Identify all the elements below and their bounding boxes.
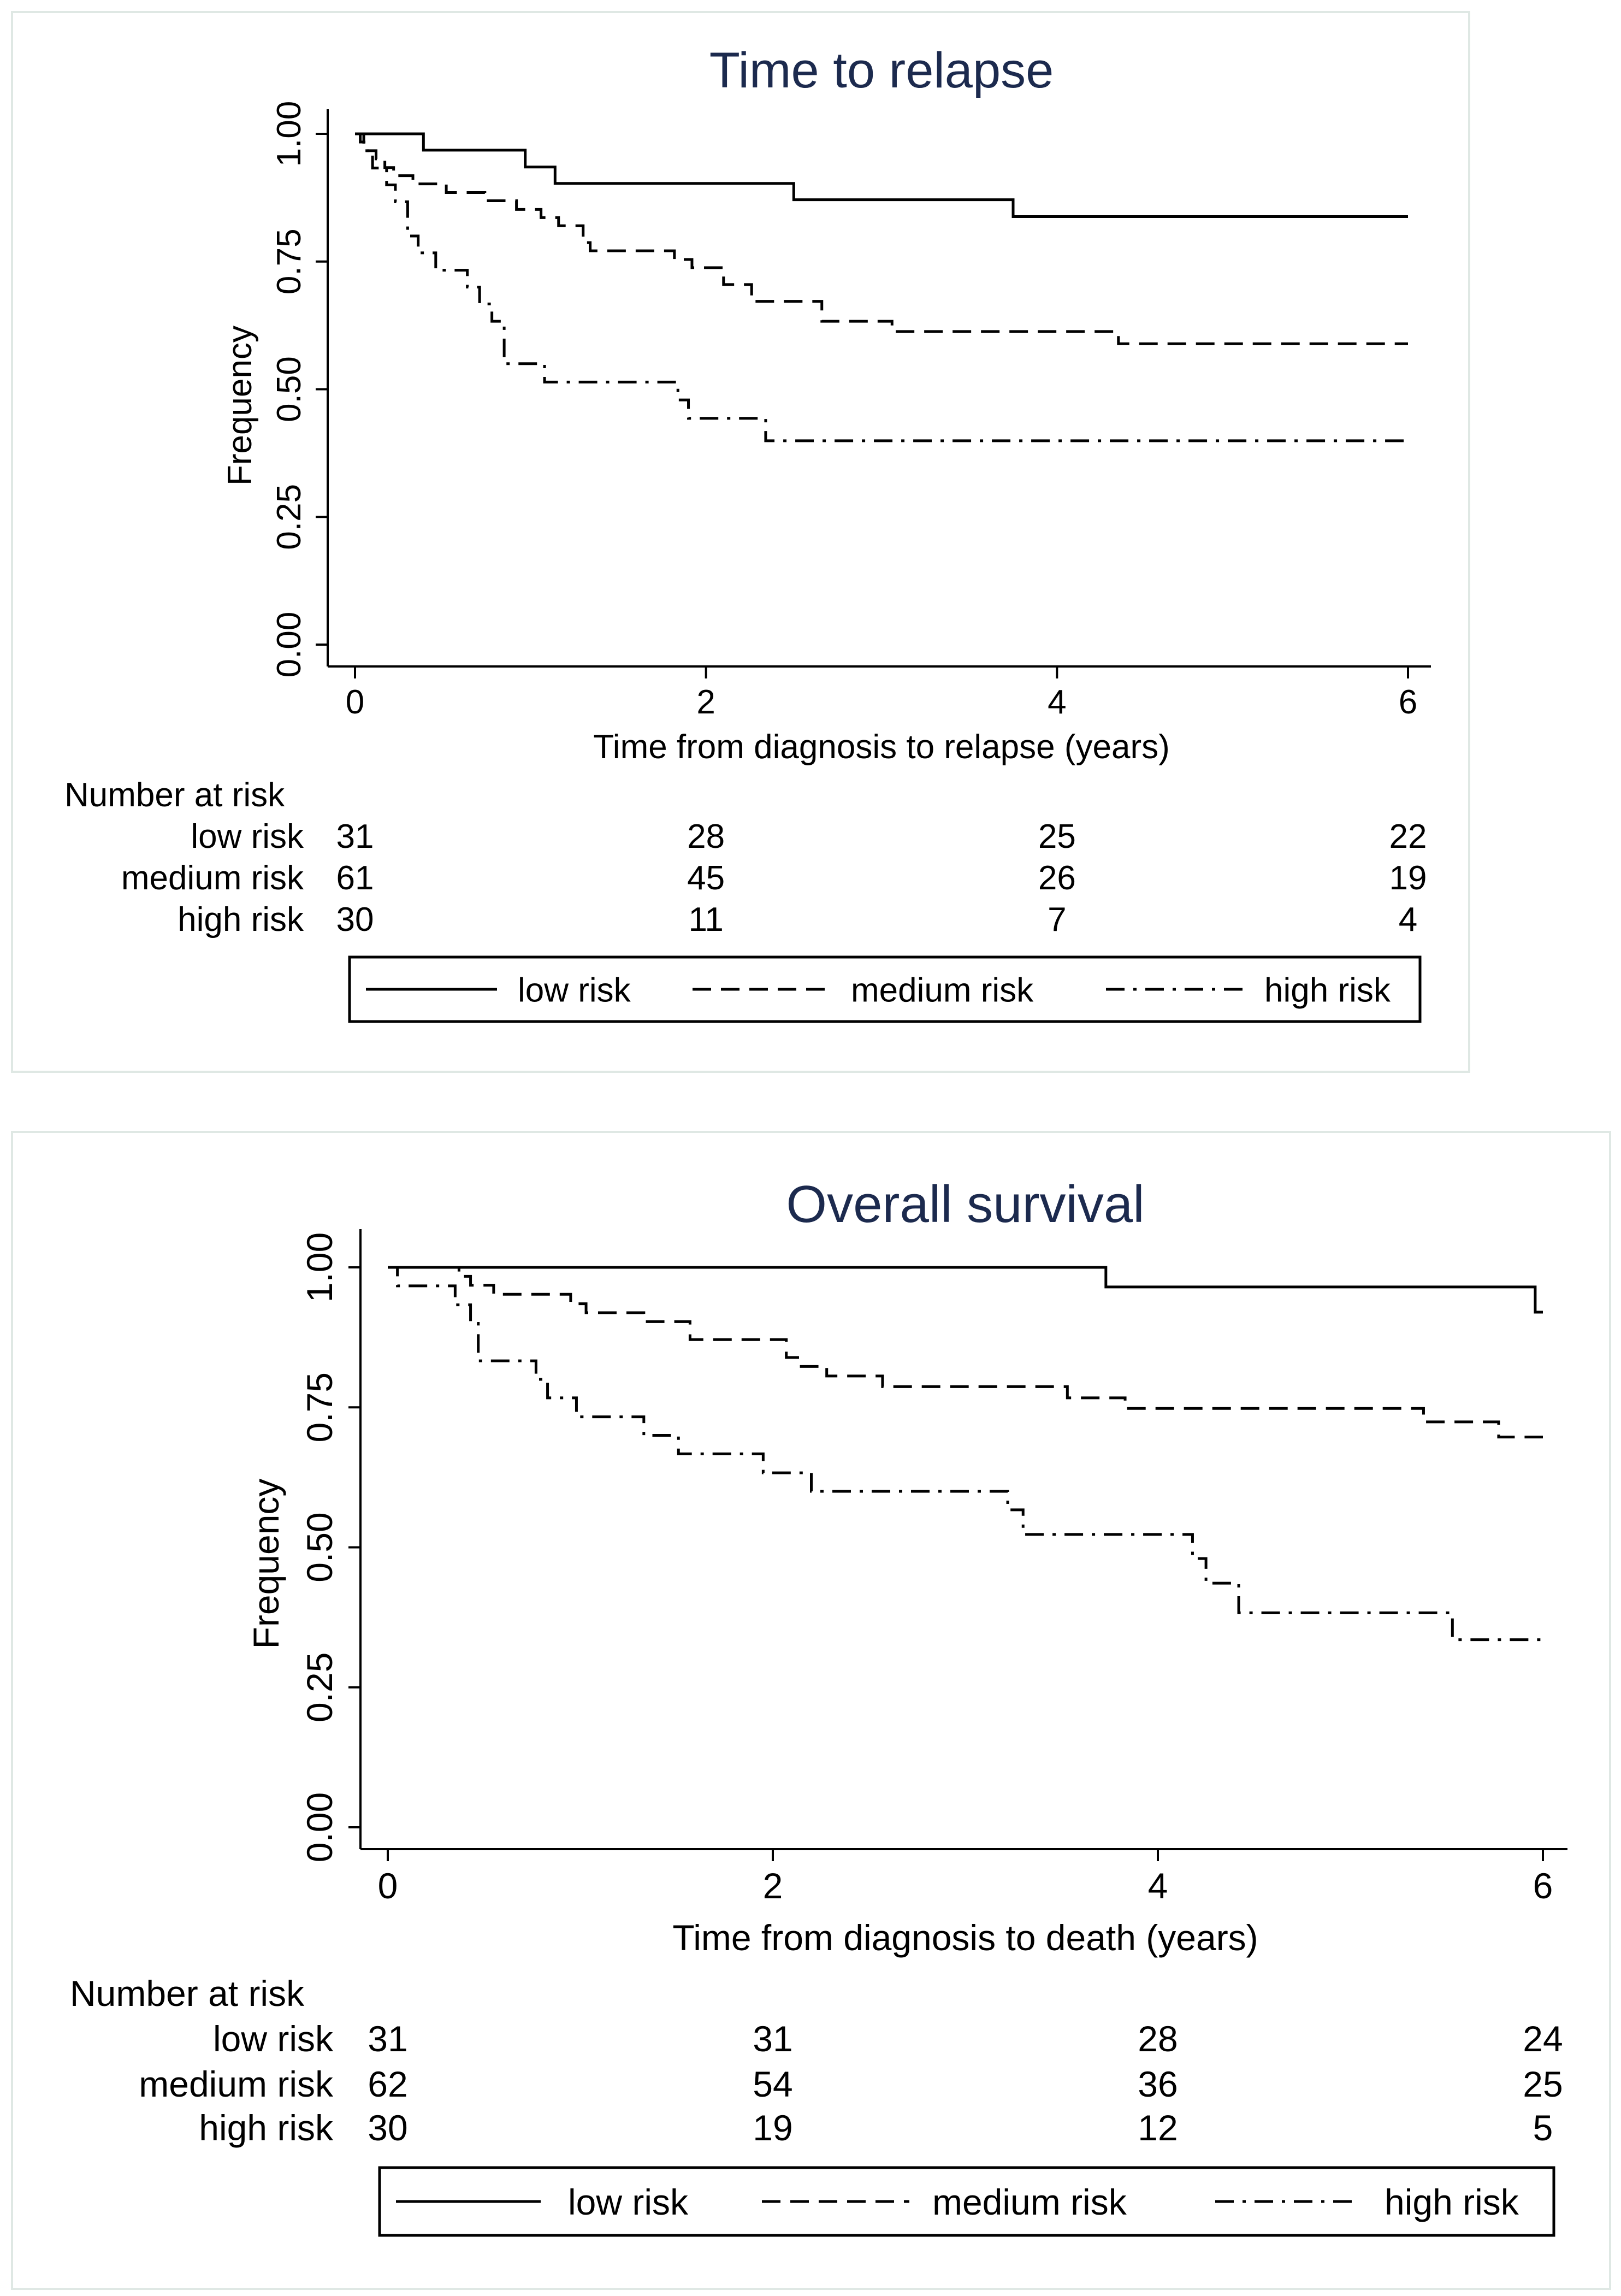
y-tick-label: 0.50 [270, 356, 308, 422]
x-tick-label: 0 [378, 1866, 398, 1906]
risk-count: 12 [1138, 2108, 1178, 2148]
risk-count: 7 [1048, 901, 1066, 939]
risk-count: 11 [688, 901, 723, 939]
number-at-risk-title: Number at risk [64, 776, 285, 814]
x-axis-label: Time from diagnosis to death (years) [672, 1917, 1258, 1958]
x-tick-label: 4 [1048, 683, 1066, 721]
risk-count: 25 [1038, 818, 1076, 855]
risk-count: 24 [1523, 2018, 1563, 2059]
risk-count: 31 [336, 818, 374, 855]
x-tick-label: 2 [763, 1866, 783, 1906]
risk-count: 62 [368, 2064, 407, 2104]
risk-row-label: low risk [191, 818, 304, 855]
y-axis-label: Frequency [246, 1479, 286, 1649]
panel-frame [11, 11, 1470, 1073]
risk-count: 31 [753, 2018, 792, 2059]
risk-count: 54 [753, 2064, 792, 2104]
x-tick-label: 4 [1148, 1866, 1168, 1906]
risk-count: 4 [1399, 901, 1417, 939]
x-tick-label: 6 [1399, 683, 1417, 721]
risk-count: 31 [368, 2018, 407, 2059]
risk-count: 30 [336, 901, 374, 939]
chart-title: Time to relapse [709, 43, 1054, 98]
y-tick-label: 0.25 [270, 484, 308, 550]
risk-count: 45 [687, 859, 725, 897]
legend-label: high risk [1385, 2182, 1519, 2222]
risk-count: 5 [1533, 2108, 1553, 2148]
risk-count: 22 [1389, 818, 1427, 855]
risk-count: 19 [753, 2108, 792, 2148]
series-medium-risk-curve [355, 132, 1408, 345]
chart-panel-1: Time to relapse 0.00 0.25 0.50 0.75 1.00 0 2 4 6 T… [11, 11, 1470, 1073]
series-high-risk-curve [355, 132, 1408, 442]
x-tick-label: 0 [346, 683, 364, 721]
risk-count: 30 [368, 2108, 407, 2148]
y-tick-label: 1.00 [270, 101, 308, 167]
risk-count: 36 [1138, 2064, 1178, 2104]
y-tick-label: 0.75 [299, 1372, 340, 1442]
chart-title: Overall survival [786, 1175, 1144, 1233]
risk-count: 25 [1523, 2064, 1563, 2104]
y-tick-label: 0.00 [299, 1792, 340, 1862]
y-tick-label: 0.00 [270, 612, 308, 678]
legend-label: low risk [518, 971, 631, 1009]
legend-label: high risk [1264, 971, 1391, 1009]
series-high-risk-curve [388, 1266, 1543, 1642]
risk-row-label: high risk [199, 2108, 334, 2148]
legend-label: medium risk [932, 2182, 1127, 2222]
legend-label: medium risk [851, 971, 1034, 1009]
y-axis-label: Frequency [221, 326, 259, 486]
risk-count: 61 [336, 859, 374, 897]
x-axis-label: Time from diagnosis to relapse (years) [593, 728, 1170, 766]
risk-count: 19 [1389, 859, 1427, 897]
risk-row-label: low risk [213, 2018, 334, 2059]
series-low-risk-curve [388, 1266, 1543, 1314]
risk-count: 28 [1138, 2018, 1178, 2059]
risk-row-label: high risk [178, 901, 304, 939]
series-low-risk-curve [355, 132, 1408, 218]
legend-label: low risk [568, 2182, 689, 2222]
risk-count: 26 [1038, 859, 1076, 897]
y-tick-label: 0.25 [299, 1652, 340, 1722]
panel-frame [11, 1131, 1611, 2290]
legend-box [378, 2166, 1555, 2237]
x-tick-label: 6 [1533, 1866, 1553, 1906]
x-tick-label: 2 [696, 683, 715, 721]
series-medium-risk-curve [388, 1266, 1543, 1439]
y-tick-label: 0.50 [299, 1512, 340, 1582]
y-tick-label: 1.00 [299, 1232, 340, 1302]
y-tick-label: 0.75 [270, 228, 308, 294]
risk-row-label: medium risk [139, 2064, 334, 2104]
number-at-risk-title: Number at risk [70, 1973, 305, 2014]
risk-row-label: medium risk [121, 859, 304, 897]
risk-count: 28 [687, 818, 725, 855]
